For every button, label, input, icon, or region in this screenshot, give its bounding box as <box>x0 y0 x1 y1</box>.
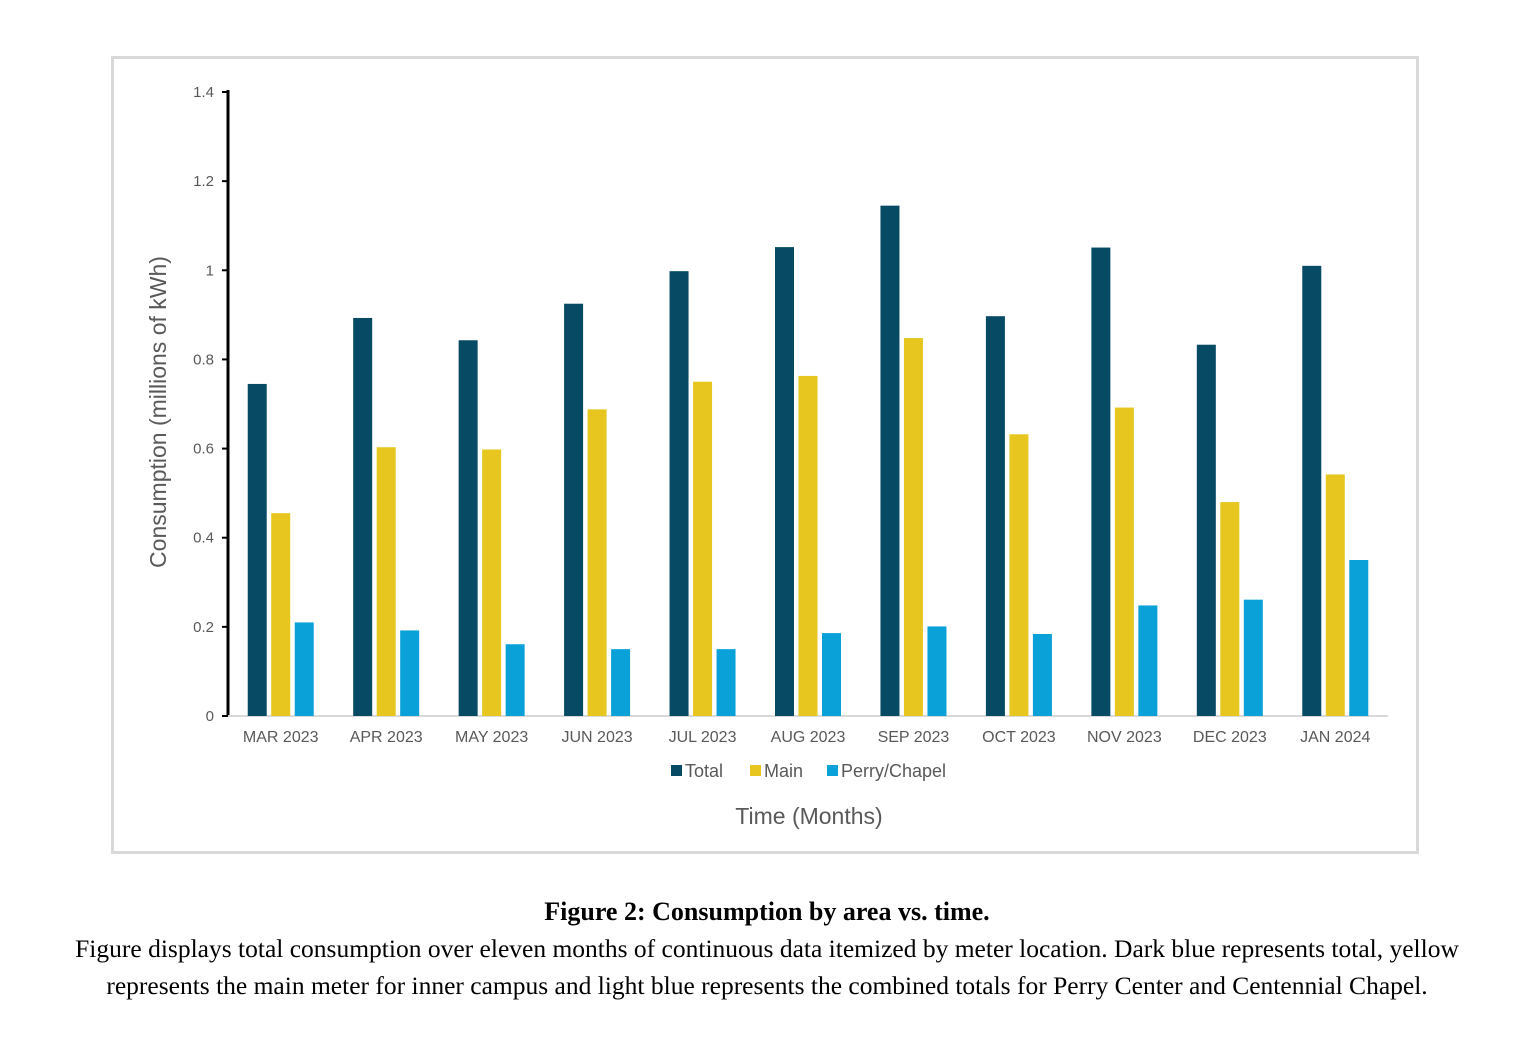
x-tick-label: AUG 2023 <box>771 729 846 746</box>
bar-perry-chapel <box>611 649 631 716</box>
bar-main <box>1009 434 1029 716</box>
x-tick-label: JUL 2023 <box>669 729 737 746</box>
bar-perry-chapel <box>822 633 841 716</box>
y-axis-title: Consumption (millions of kWh) <box>145 256 171 568</box>
x-tick-label: MAY 2023 <box>455 729 528 746</box>
x-tick-label: DEC 2023 <box>1193 729 1267 746</box>
x-tick-label: OCT 2023 <box>982 729 1056 746</box>
y-tick-label: 1 <box>206 262 214 279</box>
bar-total <box>1091 247 1111 716</box>
x-tick-label: NOV 2023 <box>1087 729 1162 746</box>
x-tick-label: MAR 2023 <box>243 729 319 746</box>
y-tick-label: 0.6 <box>193 441 214 458</box>
legend-swatch <box>750 765 761 776</box>
y-tick-label: 0.8 <box>193 351 214 368</box>
y-tick-label: 1.2 <box>193 173 214 190</box>
bar-main <box>798 375 818 716</box>
bar-perry-chapel <box>294 622 314 716</box>
bar-main <box>587 409 607 716</box>
bar-total <box>985 316 1005 716</box>
bar-perry-chapel <box>716 649 736 716</box>
bar-total <box>564 303 584 716</box>
bar-main <box>903 338 923 716</box>
legend-label: Main <box>764 761 803 781</box>
bar-main <box>1114 407 1134 716</box>
bar-total <box>353 317 373 716</box>
bar-total <box>880 205 900 716</box>
bar-total <box>669 271 689 716</box>
bar-main <box>482 449 502 716</box>
x-tick-label: JUN 2023 <box>562 729 633 746</box>
bar-perry-chapel <box>927 626 947 716</box>
figure-caption: Figure 2: Consumption by area vs. time. … <box>0 893 1534 1004</box>
x-tick-label: SEP 2023 <box>878 729 950 746</box>
caption-body: Figure displays total consumption over e… <box>75 934 1459 1000</box>
bar-perry-chapel <box>1243 599 1263 716</box>
bar-total <box>458 340 478 716</box>
bar-main <box>693 381 713 716</box>
bar-main <box>271 513 291 716</box>
bar-perry-chapel <box>1032 633 1052 716</box>
bar-main <box>1325 474 1345 716</box>
bar-chart: 0 0.2 0.4 0.6 0.8 1 1.2 1.4 MAR 2023 APR 2023 MAY … <box>145 84 1388 829</box>
bar-perry-chapel <box>400 630 420 716</box>
x-tick-label: APR 2023 <box>350 729 423 746</box>
bar-total <box>775 247 794 716</box>
bar-main <box>376 447 396 716</box>
bar-perry-chapel <box>505 644 525 716</box>
legend-swatch <box>827 765 838 776</box>
y-tick-label: 0.2 <box>193 619 214 636</box>
legend-swatch <box>671 765 682 776</box>
y-tick-label: 0.4 <box>193 530 214 547</box>
legend-label: Perry/Chapel <box>841 761 946 781</box>
bar-total <box>1196 344 1216 716</box>
y-tick-label: 1.4 <box>193 84 214 101</box>
bar-main <box>1220 502 1240 716</box>
caption-title: Figure 2: Consumption by area vs. time. <box>544 897 990 926</box>
y-tick-label: 0 <box>206 708 214 725</box>
x-axis-title: Time (Months) <box>735 803 882 829</box>
legend-label: Total <box>685 761 723 781</box>
bar-perry-chapel <box>1138 605 1158 716</box>
bar-total <box>1302 265 1322 716</box>
bar-perry-chapel <box>1349 560 1369 716</box>
bar-total <box>247 383 267 716</box>
chart-frame: 0 0.2 0.4 0.6 0.8 1 1.2 1.4 MAR 2023 APR 2023 MAY … <box>111 56 1419 854</box>
x-tick-label: JAN 2024 <box>1300 729 1370 746</box>
